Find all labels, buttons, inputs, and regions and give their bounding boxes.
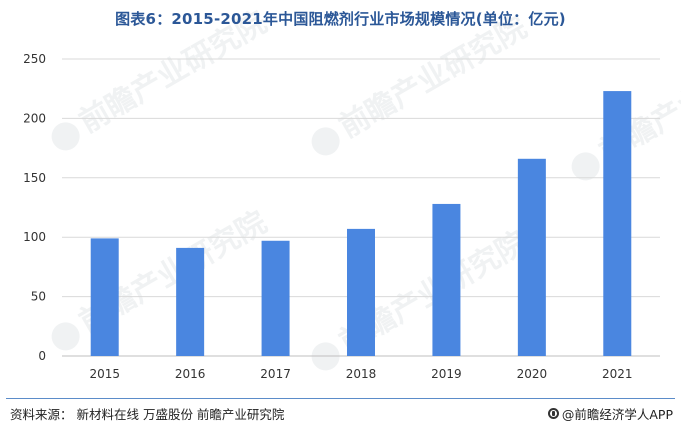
brand-label: @前瞻经济学人APP xyxy=(547,404,673,423)
x-tick-label: 2021 xyxy=(602,367,633,381)
brand-text: @前瞻经济学人APP xyxy=(561,407,673,422)
x-tick-label: 2020 xyxy=(517,367,548,381)
bar-chart: 0 50 100 150 200 250 2015 2016 2017 2018 2019 2020… xyxy=(23,52,660,381)
x-tick-label: 2018 xyxy=(346,367,377,381)
y-tick-label: 100 xyxy=(23,230,46,244)
bar xyxy=(90,238,119,356)
bar xyxy=(347,228,375,356)
bar xyxy=(176,247,205,356)
chart-title: 图表6：2015-2021年中国阻燃剂行业市场规模情况(单位：亿元) xyxy=(115,10,566,28)
y-tick-label: 200 xyxy=(23,111,46,125)
x-axis-ticks: 2015 2016 2017 2018 2019 2020 2021 xyxy=(89,367,632,381)
x-tick-label: 2019 xyxy=(431,367,462,381)
x-tick-label: 2016 xyxy=(175,367,206,381)
y-tick-label: 250 xyxy=(23,52,46,66)
footer-divider xyxy=(6,398,675,399)
y-axis-ticks: 0 50 100 150 200 250 xyxy=(23,52,46,363)
bar xyxy=(517,158,546,356)
bar xyxy=(432,203,461,356)
bar xyxy=(603,91,632,357)
bars xyxy=(90,91,632,357)
x-tick-label: 2017 xyxy=(260,367,291,381)
source-note: 资料来源： 新材料在线 万盛股份 前瞻产业研究院 xyxy=(10,407,285,422)
y-tick-label: 50 xyxy=(31,290,46,304)
y-tick-label: 150 xyxy=(23,171,46,185)
x-tick-label: 2015 xyxy=(89,367,120,381)
bar xyxy=(261,240,290,356)
y-tick-label: 0 xyxy=(38,349,46,363)
brand-logo-icon xyxy=(547,408,559,419)
